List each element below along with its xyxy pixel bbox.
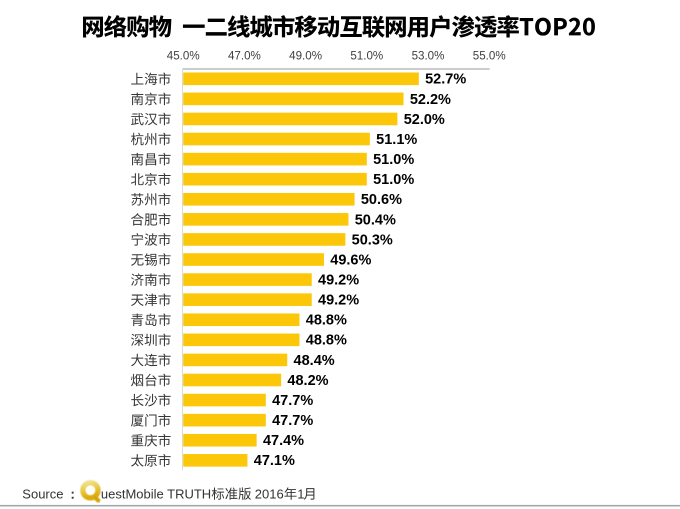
svg-text:49.6%: 49.6%	[330, 252, 371, 268]
svg-text:47.4%: 47.4%	[263, 433, 304, 449]
svg-text:53.0%: 53.0%	[412, 50, 445, 63]
svg-text:52.2%: 52.2%	[410, 92, 451, 108]
svg-text:48.8%: 48.8%	[306, 333, 347, 349]
svg-text:50.3%: 50.3%	[352, 232, 393, 248]
svg-text:Source: Source	[22, 487, 63, 502]
svg-text:49.2%: 49.2%	[318, 273, 359, 289]
svg-text:51.0%: 51.0%	[373, 152, 414, 168]
svg-text:uestMobile TRUTH: uestMobile TRUTH	[101, 487, 211, 502]
svg-text:45.0%: 45.0%	[167, 50, 200, 63]
svg-text:51.1%: 51.1%	[376, 132, 417, 148]
svg-text:49.0%: 49.0%	[289, 50, 322, 63]
svg-text:47.7%: 47.7%	[272, 413, 313, 429]
svg-text:52.0%: 52.0%	[404, 112, 445, 128]
svg-text:51.0%: 51.0%	[373, 172, 414, 188]
svg-text:47.0%: 47.0%	[228, 50, 261, 63]
svg-text:55.0%: 55.0%	[473, 50, 506, 63]
svg-text:50.6%: 50.6%	[361, 192, 402, 208]
svg-text:49.2%: 49.2%	[318, 293, 359, 309]
svg-text:1: 1	[297, 487, 304, 502]
svg-text:47.1%: 47.1%	[254, 453, 295, 469]
svg-text:48.2%: 48.2%	[287, 373, 328, 389]
svg-text:50.4%: 50.4%	[355, 212, 396, 228]
svg-text:47.7%: 47.7%	[272, 393, 313, 409]
svg-text:48.4%: 48.4%	[294, 353, 335, 369]
svg-text:51.0%: 51.0%	[350, 50, 383, 63]
svg-text:2016: 2016	[255, 487, 284, 502]
svg-text:48.8%: 48.8%	[306, 313, 347, 329]
svg-text:52.7%: 52.7%	[425, 72, 466, 88]
